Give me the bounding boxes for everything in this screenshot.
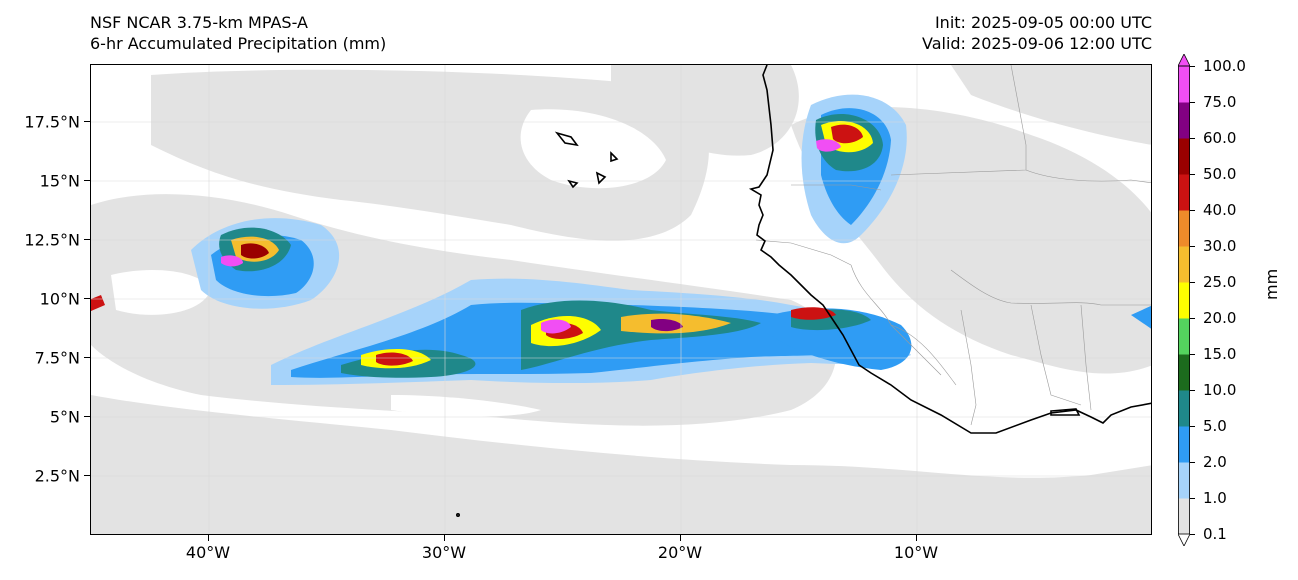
colorbar-tick [1190, 102, 1195, 103]
init-time: Init: 2025-09-05 00:00 UTC [934, 13, 1152, 32]
lat-tick [84, 357, 90, 358]
colorbar-extend-max [1178, 54, 1190, 67]
colorbar-units: mm [1262, 268, 1281, 300]
colorbar-tick [1190, 66, 1195, 67]
colorbar-segment [1178, 246, 1190, 283]
lat-tick [84, 475, 90, 476]
colorbar-tick [1190, 462, 1195, 463]
colorbar-segment [1178, 498, 1190, 535]
colorbar-segment [1178, 66, 1190, 103]
gridlines [91, 65, 1151, 534]
colorbar-level-label: 100.0 [1203, 57, 1246, 75]
model-name: NSF NCAR 3.75-km MPAS-A [90, 13, 308, 32]
lat-label-10: 10°N [39, 289, 80, 309]
colorbar-level-label: 40.0 [1203, 201, 1237, 219]
lat-tick [84, 121, 90, 122]
colorbar-tick [1190, 138, 1195, 139]
lat-label-12-5: 12.5°N [24, 230, 80, 250]
colorbar-segment [1178, 210, 1190, 247]
dry-areas [111, 109, 811, 417]
colorbar-tick [1190, 246, 1195, 247]
lon-label-30w: 30°W [421, 543, 467, 562]
colorbar-tick [1190, 354, 1195, 355]
coastline [455, 65, 1151, 517]
colorbar-segment [1178, 354, 1190, 391]
colorbar-level-label: 20.0 [1203, 309, 1237, 327]
colorbar-level-label: 1.0 [1203, 489, 1227, 507]
map-canvas [91, 65, 1151, 534]
lat-label-2-5: 2.5°N [34, 466, 80, 486]
colorbar-segment [1178, 426, 1190, 463]
lat-tick [84, 239, 90, 240]
colorbar-segment [1178, 462, 1190, 499]
colorbar-segment [1178, 138, 1190, 175]
colorbar-level-label: 75.0 [1203, 93, 1237, 111]
colorbar-tick [1190, 534, 1195, 535]
lat-label-7-5: 7.5°N [34, 348, 80, 368]
lon-label-10w: 10°W [893, 543, 939, 562]
lon-label-20w: 20°W [657, 543, 703, 562]
title-left: NSF NCAR 3.75-km MPAS-A 6-hr Accumulated… [90, 12, 386, 54]
precip-heavy-cores [91, 121, 873, 369]
colorbar-segment [1178, 174, 1190, 211]
colorbar-level-label: 25.0 [1203, 273, 1237, 291]
colorbar-segment [1178, 282, 1190, 319]
lat-label-15: 15°N [39, 171, 80, 191]
colorbar-outline [1178, 65, 1190, 535]
colorbar-tick [1190, 318, 1195, 319]
colorbar-level-label: 5.0 [1203, 417, 1227, 435]
colorbar-extend-min [1178, 533, 1190, 546]
lon-tick [444, 535, 445, 541]
lon-label-40w: 40°W [185, 543, 231, 562]
colorbar-tick [1190, 210, 1195, 211]
precipitation-map [90, 64, 1152, 535]
colorbar-segment [1178, 390, 1190, 427]
colorbar-tick [1190, 390, 1195, 391]
colorbar-segment [1178, 102, 1190, 139]
lat-tick [84, 180, 90, 181]
colorbar [1178, 54, 1190, 546]
lon-tick [680, 535, 681, 541]
lat-label-17-5: 17.5°N [24, 112, 80, 132]
colorbar-level-label: 15.0 [1203, 345, 1237, 363]
colorbar-segment [1178, 318, 1190, 355]
colorbar-tick [1190, 174, 1195, 175]
lat-tick [84, 298, 90, 299]
colorbar-level-label: 0.1 [1203, 525, 1227, 543]
colorbar-level-label: 60.0 [1203, 129, 1237, 147]
lon-tick [208, 535, 209, 541]
colorbar-level-label: 30.0 [1203, 237, 1237, 255]
colorbar-tick [1190, 282, 1195, 283]
colorbar-level-label: 50.0 [1203, 165, 1237, 183]
lat-tick [84, 416, 90, 417]
colorbar-level-label: 10.0 [1203, 381, 1237, 399]
colorbar-tick [1190, 426, 1195, 427]
colorbar-level-label: 2.0 [1203, 453, 1227, 471]
colorbar-tick [1190, 498, 1195, 499]
lon-tick [916, 535, 917, 541]
valid-time: Valid: 2025-09-06 12:00 UTC [921, 34, 1152, 53]
country-borders [755, 65, 1151, 426]
title-right: Init: 2025-09-05 00:00 UTC Valid: 2025-0… [922, 12, 1152, 54]
field-name: 6-hr Accumulated Precipitation (mm) [90, 34, 387, 53]
lat-label-5: 5°N [49, 407, 80, 427]
